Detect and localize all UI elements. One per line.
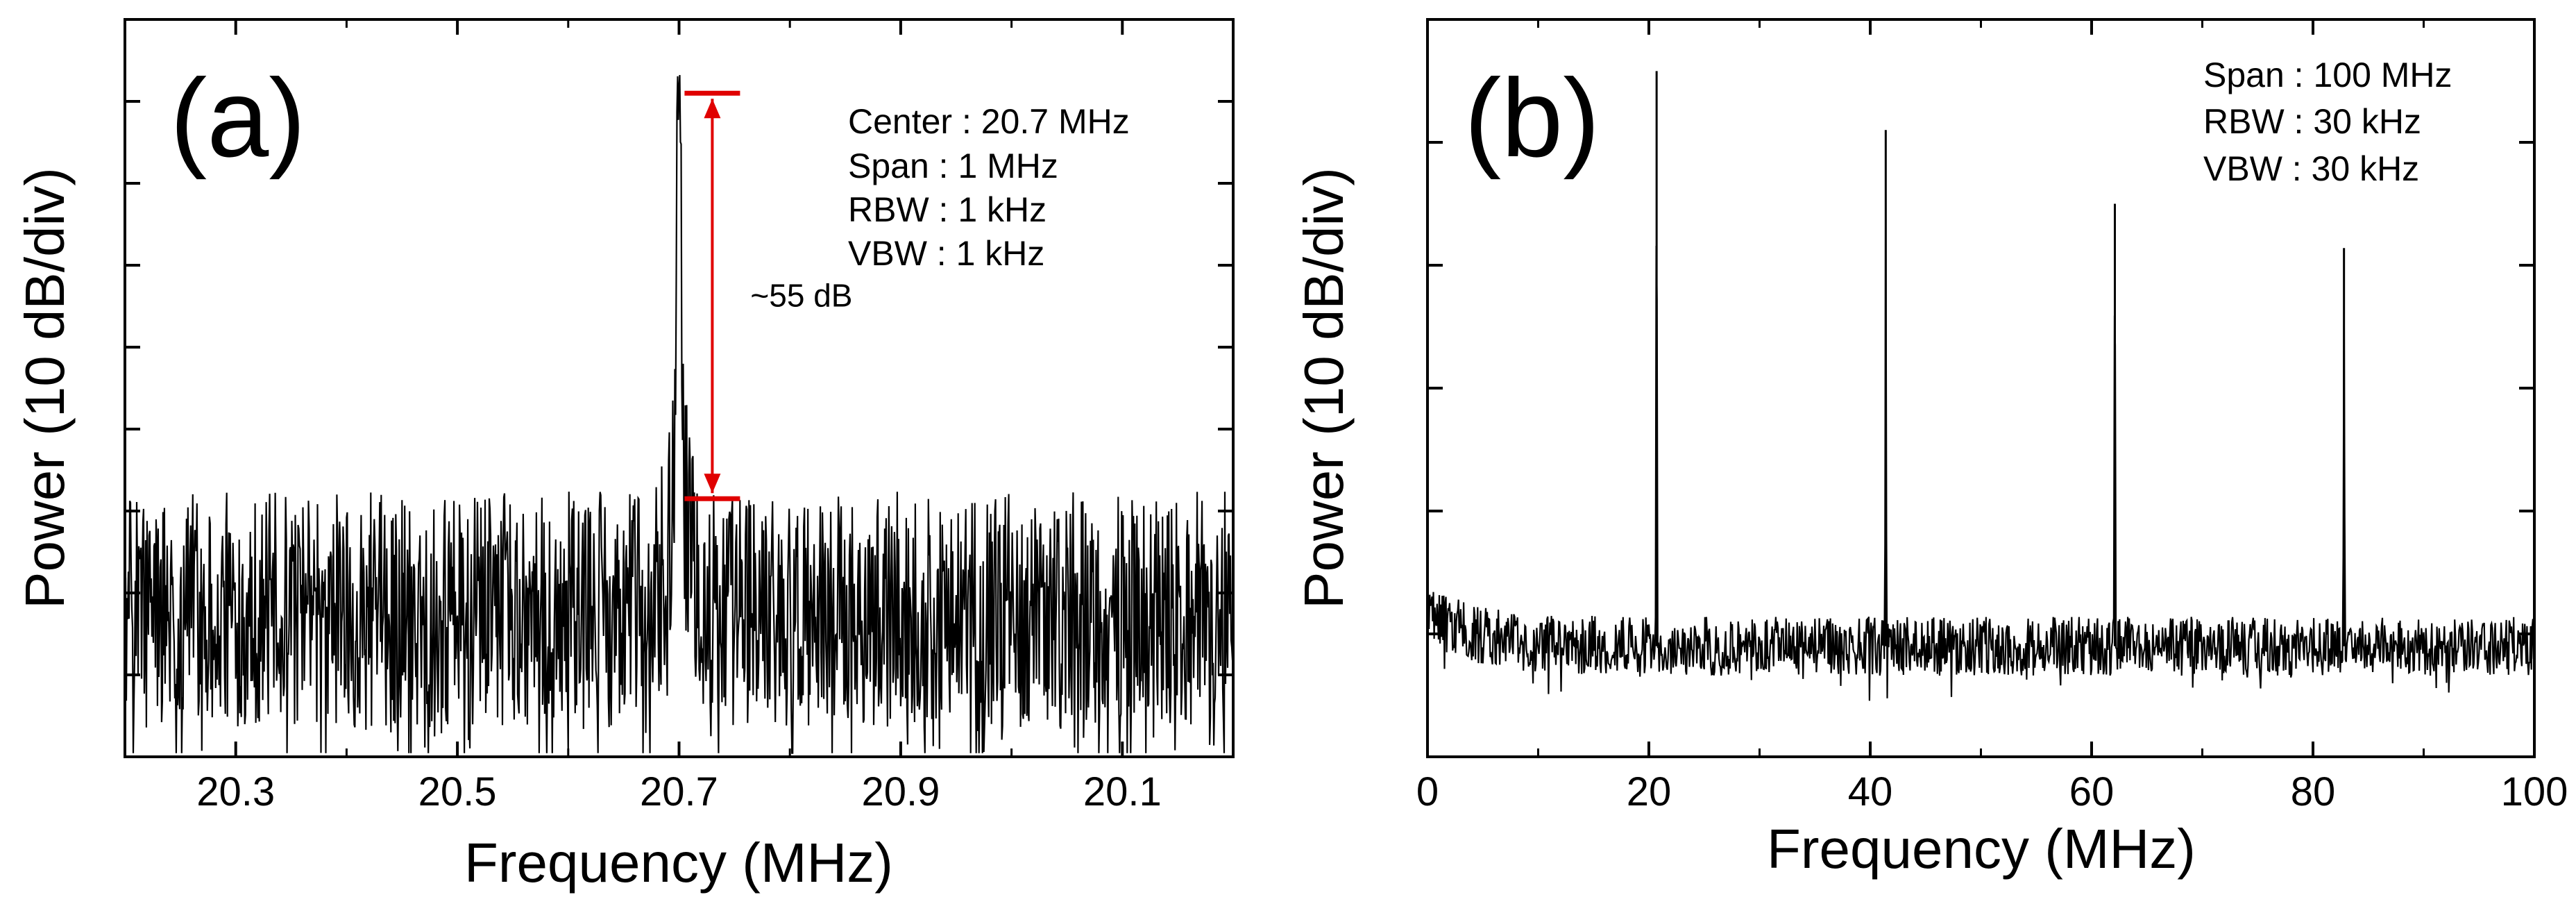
panel-a-chart: ~55 dB 20.3 20.5 20.7 20.9 20.1 (a) Center :… [14, 18, 1235, 894]
panel-a-annotation-layer: ~55 dB [684, 90, 852, 501]
panel-a-annotation-arrowhead-up [704, 99, 721, 119]
panel-a-x-tick-label: 20.9 [861, 769, 940, 814]
panel-a-annotation-arrowhead-down [704, 474, 721, 494]
panel-b-x-tick-label: 20 [1627, 769, 1672, 814]
panel-a-y-axis-title: Power (10 dB/div) [14, 167, 76, 609]
panel-b-info-span: Span : 100 MHz [2203, 56, 2452, 94]
panel-b-x-tick-label: 60 [2069, 769, 2115, 814]
panel-b-x-axis-title: Frequency (MHz) [1767, 818, 2196, 880]
panel-b-trace-layer [1427, 71, 2536, 701]
panel-b-x-tick-label: 80 [2291, 769, 2336, 814]
panel-b-info-vbw: VBW : 30 kHz [2203, 149, 2419, 188]
panel-a-tick-layer: 20.3 20.5 20.7 20.9 20.1 [125, 19, 1233, 814]
panel-a-plot-frame [124, 18, 1235, 758]
panel-a-info-vbw: VBW : 1 kHz [848, 234, 1044, 273]
panel-a-annotation-label: ~55 dB [750, 277, 852, 313]
panel-b-y-axis-title: Power (10 dB/div) [1293, 167, 1355, 609]
panel-b-plot-frame [1426, 18, 2536, 758]
panel-b-x-tick-label: 100 [2501, 769, 2568, 814]
panel-b-chart: 0 20 40 60 80 100 (b) Span : 100 MHz RBW : 30… [1293, 18, 2568, 880]
panel-b-label: (b) [1464, 56, 1600, 180]
panel-b-info-rbw: RBW : 30 kHz [2203, 102, 2421, 141]
panel-a-x-tick-label: 20.3 [196, 769, 275, 814]
panel-a-info-center: Center : 20.7 MHz [848, 102, 1130, 141]
panel-a-x-axis-title: Frequency (MHz) [464, 832, 893, 894]
panel-b-tick-layer: 0 20 40 60 80 100 [1416, 19, 2568, 814]
panel-a-info-rbw: RBW : 1 kHz [848, 190, 1046, 229]
panel-a-spectrum-line [124, 75, 1235, 754]
panel-a-trace-layer [124, 75, 1235, 754]
panel-b-x-tick-label: 0 [1416, 769, 1439, 814]
panel-b-x-tick-label: 40 [1848, 769, 1893, 814]
panel-a-x-tick-label: 20.1 [1083, 769, 1162, 814]
panel-b-spectrum-line [1427, 147, 2536, 701]
panel-a-label: (a) [170, 56, 306, 180]
panel-a-x-tick-label: 20.5 [418, 769, 497, 814]
panel-a-x-tick-label: 20.7 [640, 769, 718, 814]
panel-a-info-span: Span : 1 MHz [848, 147, 1058, 185]
